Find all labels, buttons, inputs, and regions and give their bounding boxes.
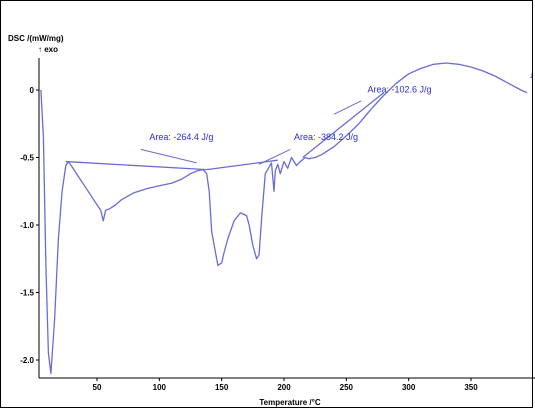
- x-tick-label: 50: [93, 383, 102, 392]
- x-tick-label: 200: [277, 383, 291, 392]
- series: [40, 62, 528, 375]
- y-tick-label: -0.5: [20, 154, 34, 163]
- x-tick-label: 250: [340, 383, 354, 392]
- baselines: [65, 92, 385, 171]
- x-tick-label: 350: [464, 383, 478, 392]
- dsc-curve: [40, 62, 528, 375]
- y-axis-label: DSC /(mW/mg): [8, 34, 64, 43]
- x-tick-label: 300: [402, 383, 416, 392]
- area-annotation: Area: -384.2 J/g: [294, 132, 358, 142]
- end-marker: ↓: [529, 70, 534, 80]
- y-ticks: 0 -0.5 -1.0 -1.5 -2.0: [20, 86, 39, 365]
- annotation-leader: [258, 148, 291, 165]
- x-tick-label: 100: [153, 383, 167, 392]
- x-axis-label: Temperature /°C: [259, 398, 321, 407]
- x-ticks: 50 100 150 200 250 300 350: [93, 378, 478, 392]
- area-annotation: Area: -264.4 J/g: [149, 132, 213, 142]
- x-tick-label: 150: [215, 383, 229, 392]
- y-axis-exo-note: ↑ exo: [38, 45, 58, 54]
- y-tick-label: -1.5: [20, 289, 34, 298]
- axes: [38, 58, 535, 379]
- integration-baseline: [302, 92, 385, 159]
- annotation-leader: [140, 148, 197, 164]
- annotation-leaders: [140, 100, 362, 165]
- y-tick-label: -2.0: [20, 356, 34, 365]
- area-annotation: Area: -102.6 J/g: [368, 85, 432, 95]
- integration-baseline: [206, 159, 278, 171]
- y-tick-label: 0: [30, 86, 35, 95]
- integration-baseline: [65, 160, 207, 171]
- annotation-leader: [333, 100, 362, 115]
- y-tick-label: -1.0: [20, 221, 34, 230]
- annotations: Area: -264.4 J/g Area: -384.2 J/g Area: -1…: [149, 85, 431, 142]
